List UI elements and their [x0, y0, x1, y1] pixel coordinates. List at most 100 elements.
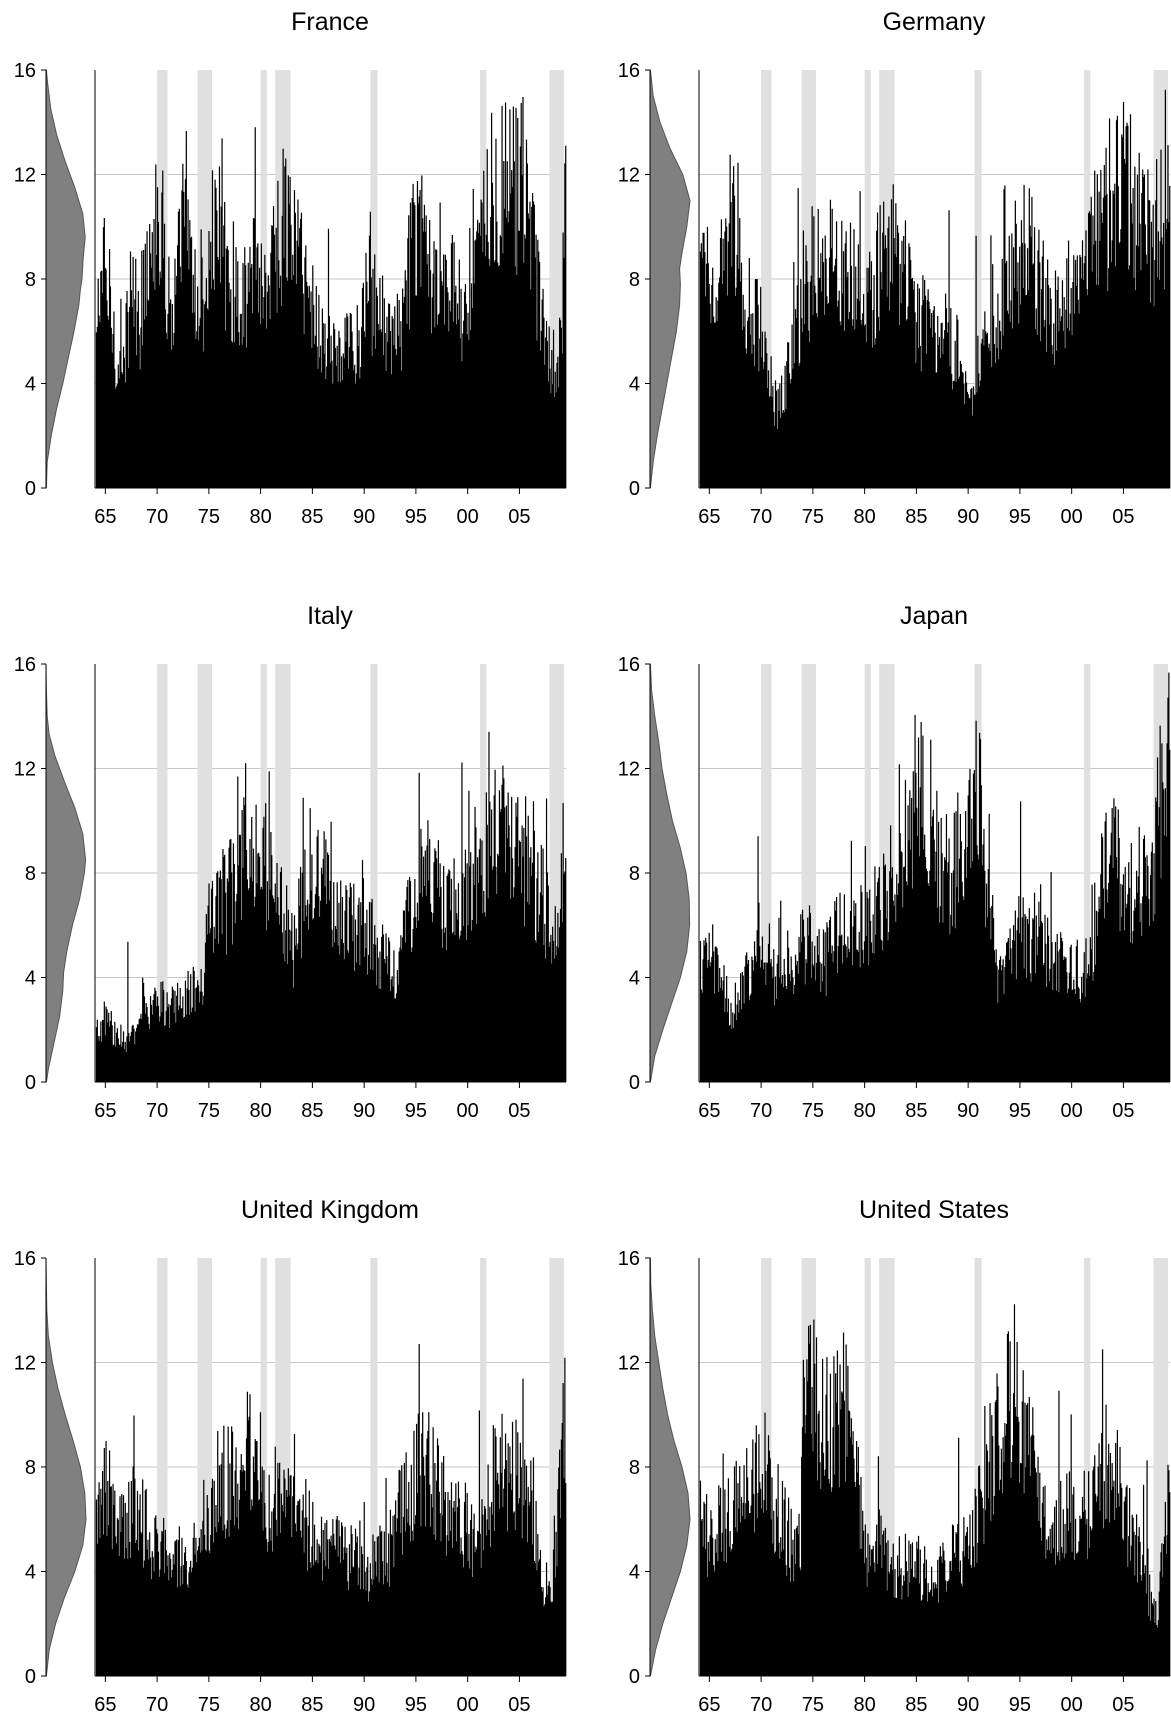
recession-band	[864, 70, 871, 488]
y-tick-label: 16	[14, 654, 36, 676]
chart-panel: United Kingdom 0 4 8 12 16 65 70 75 80 85 90 95 00 05	[14, 1196, 567, 1713]
x-tick-label: 65	[698, 506, 720, 528]
recession-band	[370, 70, 378, 488]
x-tick-label: 00	[457, 1694, 479, 1713]
x-tick-label: 95	[405, 506, 427, 528]
y-tick-label: 8	[629, 863, 640, 885]
y-tick-label: 0	[629, 478, 640, 500]
y-tick-label: 8	[629, 269, 640, 291]
x-tick-label: 65	[94, 506, 116, 528]
panel-title: Japan	[900, 602, 968, 630]
x-tick-label: 70	[146, 1694, 168, 1713]
density-curve	[649, 663, 691, 1083]
x-tick-label: 75	[802, 1100, 824, 1122]
x-tick-label: 75	[198, 1694, 220, 1713]
x-tick-label: 85	[301, 506, 323, 528]
y-tick-label: 16	[14, 60, 36, 82]
x-tick-label: 80	[854, 1100, 876, 1122]
data-bars	[699, 672, 1171, 1082]
x-tick-label: 85	[905, 506, 927, 528]
x-tick-label: 95	[1009, 1100, 1031, 1122]
y-tick-label: 4	[629, 968, 640, 990]
x-tick-label: 65	[94, 1694, 116, 1713]
x-tick-label: 05	[1112, 1100, 1134, 1122]
data-bars	[95, 96, 567, 488]
x-tick-label: 90	[353, 1694, 375, 1713]
x-tick-label: 75	[802, 506, 824, 528]
y-tick-label: 8	[25, 863, 36, 885]
y-tick-label: 12	[14, 1353, 36, 1375]
x-tick-label: 90	[353, 1100, 375, 1122]
y-tick-label: 4	[629, 1562, 640, 1584]
y-tick-label: 12	[618, 165, 640, 187]
x-tick-label: 00	[1061, 506, 1083, 528]
y-tick-label: 0	[25, 1072, 36, 1094]
x-tick-label: 75	[802, 1694, 824, 1713]
recession-band	[480, 1258, 487, 1676]
x-tick-label: 05	[1112, 1694, 1134, 1713]
data-bars	[95, 1344, 567, 1676]
recession-band	[157, 1258, 168, 1676]
y-tick-label: 4	[25, 1562, 36, 1584]
y-tick-label: 0	[25, 478, 36, 500]
y-tick-label: 8	[25, 1457, 36, 1479]
recession-band	[974, 1258, 982, 1676]
x-tick-label: 95	[1009, 1694, 1031, 1713]
y-tick-label: 4	[629, 374, 640, 396]
x-tick-label: 90	[957, 506, 979, 528]
x-tick-label: 65	[698, 1694, 720, 1713]
y-tick-label: 0	[629, 1072, 640, 1094]
recession-band	[864, 1258, 871, 1676]
y-tick-label: 12	[14, 759, 36, 781]
chart-panel: France 0 4 8 12 16 65 70 75 80 85 90 95 00 05	[14, 8, 567, 528]
x-tick-label: 70	[750, 506, 772, 528]
x-tick-label: 70	[750, 1694, 772, 1713]
recession-band	[370, 1258, 378, 1676]
density-curve	[649, 1257, 691, 1677]
x-tick-label: 90	[957, 1694, 979, 1713]
y-tick-label: 8	[629, 1457, 640, 1479]
x-tick-label: 00	[457, 1100, 479, 1122]
recession-band	[260, 70, 267, 488]
y-tick-label: 12	[618, 759, 640, 781]
x-tick-label: 05	[508, 506, 530, 528]
x-tick-label: 85	[905, 1694, 927, 1713]
x-tick-label: 75	[198, 506, 220, 528]
data-bars	[95, 731, 567, 1082]
recession-band	[761, 70, 772, 488]
x-tick-label: 80	[250, 1694, 272, 1713]
panel-title: Italy	[307, 602, 353, 630]
panel-title: Germany	[883, 8, 986, 36]
recession-band	[480, 664, 487, 1082]
y-tick-label: 16	[618, 654, 640, 676]
panel-title: United States	[859, 1196, 1009, 1224]
x-tick-label: 00	[1061, 1100, 1083, 1122]
x-tick-label: 80	[250, 506, 272, 528]
y-tick-label: 16	[618, 1248, 640, 1270]
recession-band	[761, 664, 772, 1082]
y-tick-label: 0	[629, 1666, 640, 1688]
x-tick-label: 95	[1009, 506, 1031, 528]
x-tick-label: 85	[905, 1100, 927, 1122]
x-tick-label: 05	[508, 1100, 530, 1122]
y-tick-label: 4	[25, 374, 36, 396]
y-tick-label: 0	[25, 1666, 36, 1688]
y-tick-label: 4	[25, 968, 36, 990]
recession-band	[974, 70, 982, 488]
x-tick-label: 70	[750, 1100, 772, 1122]
chart-panel: Italy 0 4 8 12 16 65 70 75 80 85 90 95 00 05	[14, 602, 567, 1122]
x-tick-label: 85	[301, 1100, 323, 1122]
x-tick-label: 05	[508, 1694, 530, 1713]
y-tick-label: 16	[14, 1248, 36, 1270]
recession-band	[1084, 70, 1091, 488]
x-tick-label: 75	[198, 1100, 220, 1122]
recession-band	[864, 664, 871, 1082]
recession-band	[370, 664, 378, 1082]
x-tick-label: 95	[405, 1694, 427, 1713]
chart-panel: Germany 0 4 8 12 16 65 70 75 80 85 90 95 00 05	[618, 8, 1171, 528]
chart-panel: Japan 0 4 8 12 16 65 70 75 80 85 90 95 00 05	[618, 602, 1171, 1122]
x-tick-label: 80	[854, 506, 876, 528]
x-tick-label: 65	[94, 1100, 116, 1122]
x-tick-label: 95	[405, 1100, 427, 1122]
